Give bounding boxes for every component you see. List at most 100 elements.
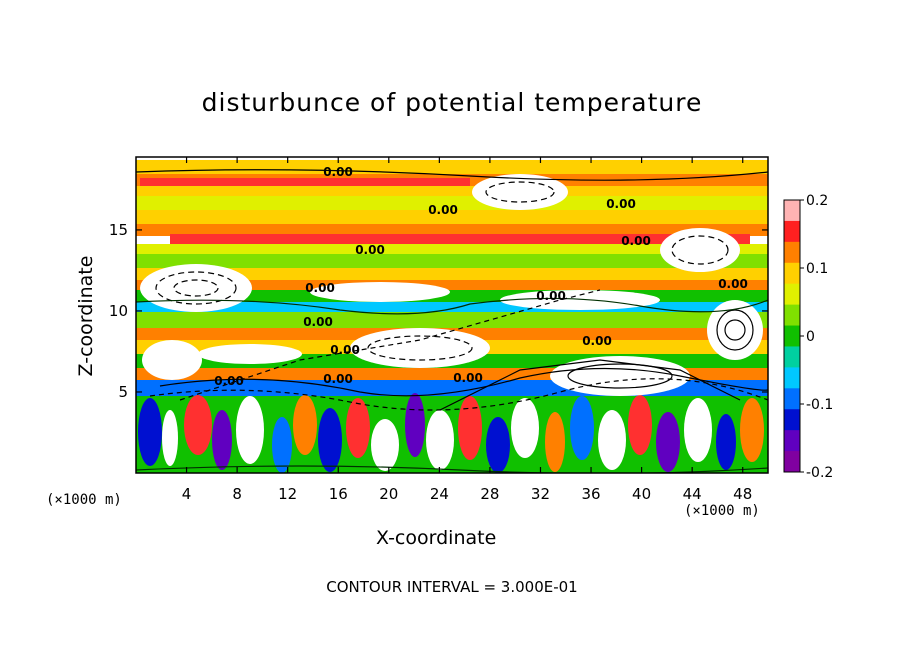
- x-tick-label: 36: [581, 485, 600, 503]
- colorbar: 0.2 0.1 0 -0.1 -0.2: [783, 193, 833, 481]
- field-band: [136, 280, 768, 290]
- contour-label: 0.00: [323, 372, 353, 386]
- lower-turbulence: [138, 393, 764, 473]
- field-blob: [545, 412, 565, 472]
- x-tick-label: 4: [182, 485, 192, 503]
- colorbar-segment: [784, 388, 800, 410]
- field-blob: [684, 398, 712, 462]
- contour-line: [367, 335, 473, 361]
- field-island: [550, 356, 690, 396]
- chart-title: disturbunce of potential temperature: [201, 88, 703, 117]
- contour-line: [173, 279, 219, 297]
- y-tick-label: 10: [109, 302, 128, 320]
- x-tick-label: 20: [379, 485, 398, 503]
- field-island: [310, 282, 450, 302]
- contour-label: 0.00: [305, 281, 335, 295]
- contour-label: 0.00: [582, 334, 612, 348]
- colorbar-segment: [784, 262, 800, 285]
- contour-label: 0.00: [323, 165, 353, 179]
- field-band: [140, 178, 470, 186]
- field-blob: [716, 414, 736, 470]
- field-island: [140, 264, 252, 312]
- contour-line: [724, 319, 746, 341]
- field-band: [136, 224, 768, 236]
- contour-interval-note: CONTOUR INTERVAL = 3.000E-01: [326, 578, 578, 596]
- colorbar-tick-label: 0.1: [806, 261, 828, 277]
- contour-line: [567, 363, 673, 389]
- field-blob: [293, 395, 317, 455]
- field-island: [198, 344, 302, 364]
- field-blob: [486, 417, 510, 473]
- field-island: [707, 300, 763, 360]
- contour-label: 0.00: [303, 315, 333, 329]
- colorbar-segment: [784, 304, 800, 327]
- field-blob: [511, 398, 539, 458]
- field-blob: [405, 393, 425, 457]
- x-tick-label: 28: [480, 485, 499, 503]
- y-tick-label: 15: [109, 221, 128, 239]
- contour-label: 0.00: [355, 243, 385, 257]
- x-unit-label-left: (×1000 m): [46, 492, 122, 508]
- field-blob: [740, 398, 764, 462]
- colorbar-segment: [784, 451, 800, 473]
- contour-lines: [136, 169, 768, 473]
- contour-label: 0.00: [606, 197, 636, 211]
- field-blob: [212, 410, 232, 470]
- colorbar-tick-label: 0: [806, 329, 815, 345]
- field-blob: [138, 398, 162, 466]
- contour-label: 0.00: [453, 371, 483, 385]
- field-blob: [570, 396, 594, 460]
- colorbar-segment: [784, 409, 800, 431]
- contour-line: [136, 297, 768, 315]
- colorbar-segment: [784, 283, 800, 306]
- colorbar-segment: [784, 346, 800, 368]
- contour-label: 0.00: [330, 343, 360, 357]
- temperature-field: 0.00 0.00 0.00 0.00 0.00 0.00 0.00 0.00 0.00 0.00…: [136, 157, 768, 473]
- field-blob: [346, 398, 370, 458]
- contour-line: [439, 359, 741, 411]
- field-band: [136, 312, 768, 328]
- field-band: [136, 244, 768, 254]
- field-island: [660, 228, 740, 272]
- field-band: [136, 268, 768, 280]
- x-axis-ticks: 4 8 12 16 20 24 28 32 36 40 44 48: [182, 157, 752, 503]
- x-tick-label: 40: [632, 485, 651, 503]
- x-tick-label: 48: [733, 485, 752, 503]
- contour-label: 0.00: [718, 277, 748, 291]
- contour-line: [179, 289, 601, 401]
- field-blob: [656, 412, 680, 472]
- colorbar-segment: [784, 325, 800, 347]
- field-blob: [426, 410, 454, 470]
- colorbar-tick-label: 0.2: [806, 193, 828, 209]
- x-tick-label: 32: [531, 485, 550, 503]
- plot-frame: [135, 156, 769, 474]
- field-island: [350, 328, 490, 368]
- x-tick-label: 8: [232, 485, 242, 503]
- x-tick-label: 16: [329, 485, 348, 503]
- field-blob: [162, 410, 178, 466]
- x-tick-label: 44: [683, 485, 702, 503]
- field-blob: [318, 408, 342, 472]
- x-unit-label-right: (×1000 m): [684, 503, 760, 519]
- field-blob: [184, 395, 212, 455]
- contour-line: [136, 169, 768, 181]
- contour-line: [716, 309, 754, 351]
- x-tick-label: 12: [278, 485, 297, 503]
- field-band: [136, 302, 768, 312]
- field-blob: [236, 396, 264, 464]
- field-band: [136, 186, 768, 196]
- colorbar-segment: [784, 200, 800, 222]
- colorbar-segment: [784, 241, 800, 264]
- field-blob: [458, 396, 482, 460]
- field-blob: [371, 419, 399, 471]
- contour-label: 0.00: [536, 289, 566, 303]
- contour-line: [671, 235, 729, 265]
- contour-label: 0.00: [214, 374, 244, 388]
- colorbar-segment: [784, 430, 800, 452]
- colorbar-segment: [784, 220, 800, 243]
- field-band: [136, 210, 768, 224]
- contour-line: [149, 378, 768, 411]
- contour-labels: 0.00 0.00 0.00 0.00 0.00 0.00 0.00 0.00 0.00 0.00…: [214, 165, 748, 388]
- colorbar-tick-label: -0.1: [806, 397, 833, 413]
